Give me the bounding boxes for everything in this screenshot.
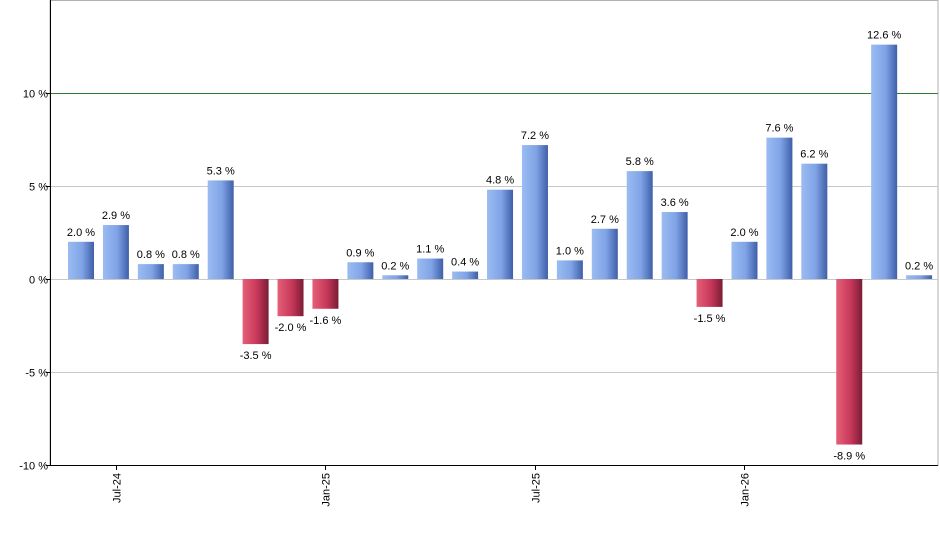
data-label: 0.2 % [381,260,409,272]
data-labels: 2.0 %2.9 %0.8 % 0.8 %5.3 %-3.5 %-2.0 %-1.… [67,30,933,463]
data-label: 1.0 % [556,245,584,257]
bar [731,241,758,279]
y-tick-label: -10 % [19,461,48,473]
bar [382,275,409,279]
bar [172,264,199,279]
data-label: 0.4 % [451,257,479,269]
bar [836,279,863,445]
x-tick-label: Jul-25 [531,473,543,503]
bar [661,212,688,279]
bars [68,44,933,445]
y-tick-label: -5 % [25,368,48,380]
bar [452,271,479,279]
data-label: 3.6 % [661,197,689,209]
data-label: 2.0 % [730,227,758,239]
bar [347,262,374,279]
bar [68,241,94,279]
x-tick-label: Jan-25 [321,473,333,507]
bar [591,228,618,279]
bar [801,163,828,279]
bar [871,44,898,279]
bar [556,260,583,279]
data-label: 5.8 % [626,156,654,168]
bar [137,264,164,279]
axes: 10 % 5 % 0 % -5 % -10 % Jul-24 Jan-25 Jul-25 Jan… [19,0,938,507]
data-label: 5.3 % [207,165,235,177]
data-label: 1.1 % [416,244,444,256]
data-label: -2.0 % [275,322,307,334]
data-label: -8.9 % [833,451,865,463]
y-tick-label: 5 % [29,182,48,194]
bar [906,275,933,279]
bar [626,171,653,279]
data-label: -1.5 % [694,313,726,325]
bar [417,258,444,279]
data-label: 6.2 % [800,149,828,161]
data-label: -3.5 % [240,350,272,362]
data-label: 2.7 % [591,214,619,226]
x-tick-label: Jul-24 [112,473,124,503]
bar [242,279,269,345]
x-tick-label: Jan-26 [740,473,752,507]
y-tick-label: 0 % [29,275,48,287]
bar [277,279,304,317]
bar [766,137,793,279]
bar [487,189,514,279]
bar [696,279,723,307]
data-label: 0.2 % [905,260,933,272]
data-label: 4.8 % [486,175,514,187]
data-label: -1.6 % [310,315,342,327]
data-label: 2.0 % [67,227,95,239]
data-label: 0.9 % [346,247,374,259]
data-label: 7.2 % [521,130,549,142]
bar [102,225,129,279]
data-label: 0.8 % [172,249,200,261]
data-label: 12.6 % [867,30,901,42]
y-tick-label: 10 % [23,89,48,101]
bar [312,279,339,309]
bar [521,145,548,279]
bar [207,180,234,279]
data-label: 2.9 % [102,210,130,222]
data-label: 7.6 % [765,123,793,135]
data-label: 0.8 % [137,249,165,261]
